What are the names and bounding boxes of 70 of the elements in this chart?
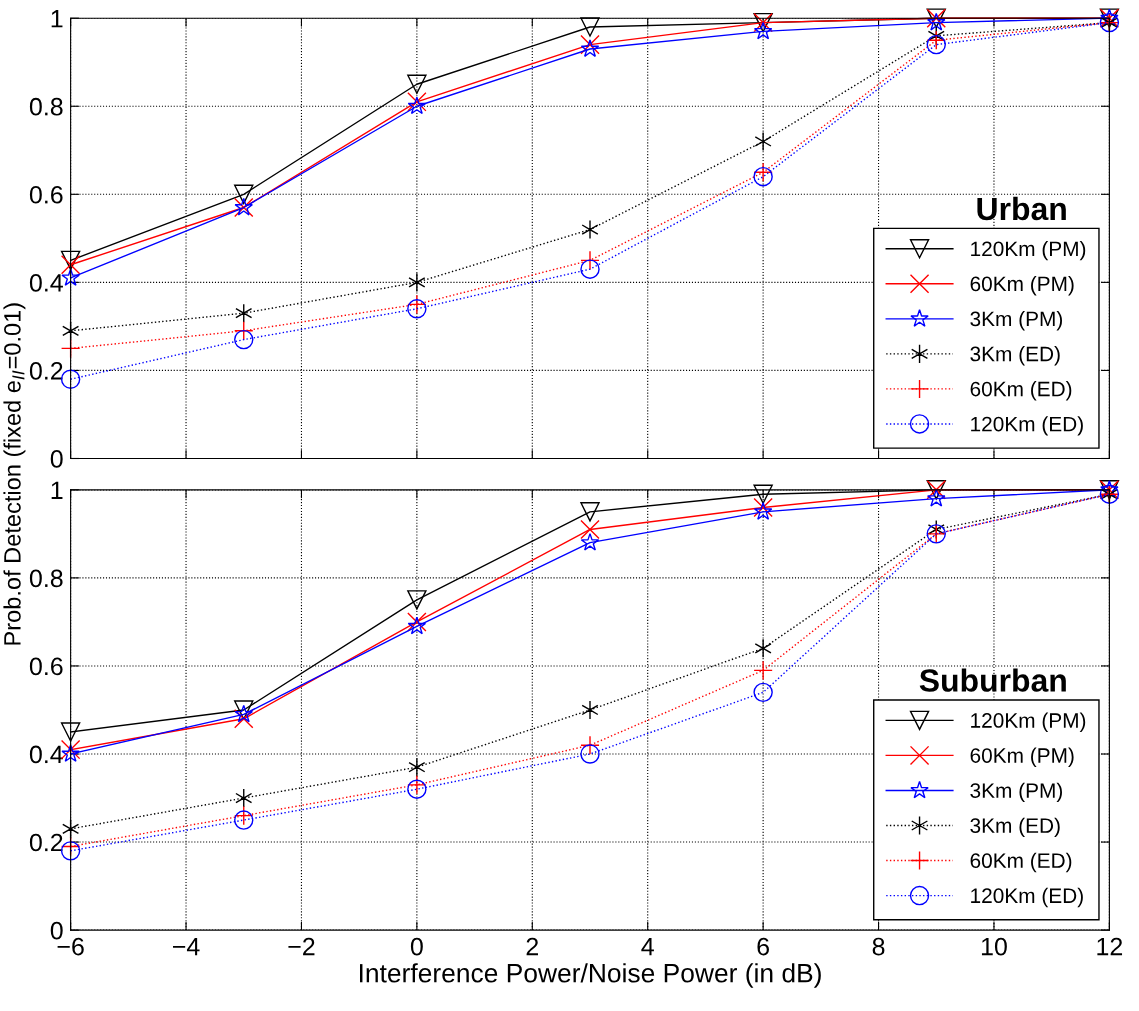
y-tick-label: 0.4 bbox=[29, 273, 63, 292]
x-tick-label: 0 bbox=[410, 937, 423, 956]
y-tick-label: 0.8 bbox=[29, 97, 63, 116]
legend-label: 120Km (PM) bbox=[971, 712, 1086, 732]
point bbox=[61, 268, 80, 286]
point bbox=[754, 638, 772, 659]
x-axis-title: Interference Power/Noise Power (in dB) bbox=[359, 963, 821, 988]
point bbox=[235, 303, 253, 323]
point bbox=[580, 17, 600, 37]
point bbox=[581, 219, 599, 240]
legend-label: 120Km (ED) bbox=[971, 887, 1083, 908]
y-tick-label: 0 bbox=[50, 450, 63, 468]
point bbox=[407, 590, 427, 610]
x-tick-label: −4 bbox=[173, 937, 200, 956]
annotation: Urban bbox=[977, 196, 1066, 221]
y-tick-label: 1 bbox=[51, 481, 63, 499]
point bbox=[580, 34, 600, 55]
x-tick-label: 10 bbox=[981, 937, 1007, 956]
y-tick-label: 0.6 bbox=[29, 185, 63, 204]
y-tick-label: 0.2 bbox=[29, 362, 63, 380]
annotation: Suburban bbox=[919, 668, 1066, 692]
point bbox=[580, 259, 600, 279]
x-tick-label: 6 bbox=[757, 937, 769, 956]
point bbox=[580, 532, 600, 551]
y-tick-label: 0.4 bbox=[29, 745, 63, 764]
point bbox=[753, 497, 773, 518]
x-tick-label: −2 bbox=[288, 937, 315, 956]
point bbox=[754, 131, 772, 152]
point bbox=[753, 21, 773, 40]
point bbox=[60, 255, 81, 275]
legend-label: 60Km (PM) bbox=[970, 747, 1074, 768]
point bbox=[235, 788, 253, 808]
point bbox=[926, 34, 946, 55]
legend-label: 120Km (ED) bbox=[971, 416, 1083, 436]
legend-label: 3Km (ED) bbox=[970, 817, 1060, 838]
legend-label: 3Km (ED) bbox=[970, 346, 1060, 366]
legend-label: 3Km (PM) bbox=[970, 782, 1063, 803]
point bbox=[580, 502, 600, 522]
point bbox=[234, 329, 254, 350]
point bbox=[60, 250, 81, 271]
point bbox=[581, 700, 599, 720]
point bbox=[407, 299, 427, 319]
legend-label: 60Km (PM) bbox=[970, 275, 1074, 296]
point bbox=[408, 272, 426, 293]
y-tick-label: 0.6 bbox=[29, 657, 63, 676]
point bbox=[753, 484, 773, 504]
legend-label: 120Km (PM) bbox=[971, 240, 1086, 261]
point bbox=[234, 810, 254, 830]
x-tick-label: 8 bbox=[872, 937, 885, 956]
point bbox=[753, 502, 773, 520]
legend-label: 60Km (ED) bbox=[970, 381, 1072, 401]
y-tick-label: 0.8 bbox=[29, 569, 63, 588]
legend-label: 3Km (PM) bbox=[970, 311, 1063, 331]
point bbox=[580, 39, 600, 58]
y-tick-label: 1 bbox=[51, 10, 63, 28]
x-tick-label: 4 bbox=[641, 937, 654, 956]
point bbox=[60, 722, 81, 742]
y-tick-label: 0.2 bbox=[29, 833, 63, 852]
point bbox=[580, 519, 600, 540]
point bbox=[61, 744, 80, 763]
point bbox=[753, 682, 773, 703]
point bbox=[407, 74, 427, 94]
point bbox=[580, 744, 600, 764]
point bbox=[234, 184, 254, 205]
legend-label: 60Km (ED) bbox=[970, 852, 1072, 873]
x-tick-label: 12 bbox=[1097, 937, 1123, 956]
point bbox=[926, 488, 946, 507]
y-axis-title: Prob.of Detection (fixed e$_{II}$=0.01) bbox=[3, 303, 26, 645]
x-tick-label: 2 bbox=[526, 937, 538, 956]
point bbox=[408, 757, 426, 777]
